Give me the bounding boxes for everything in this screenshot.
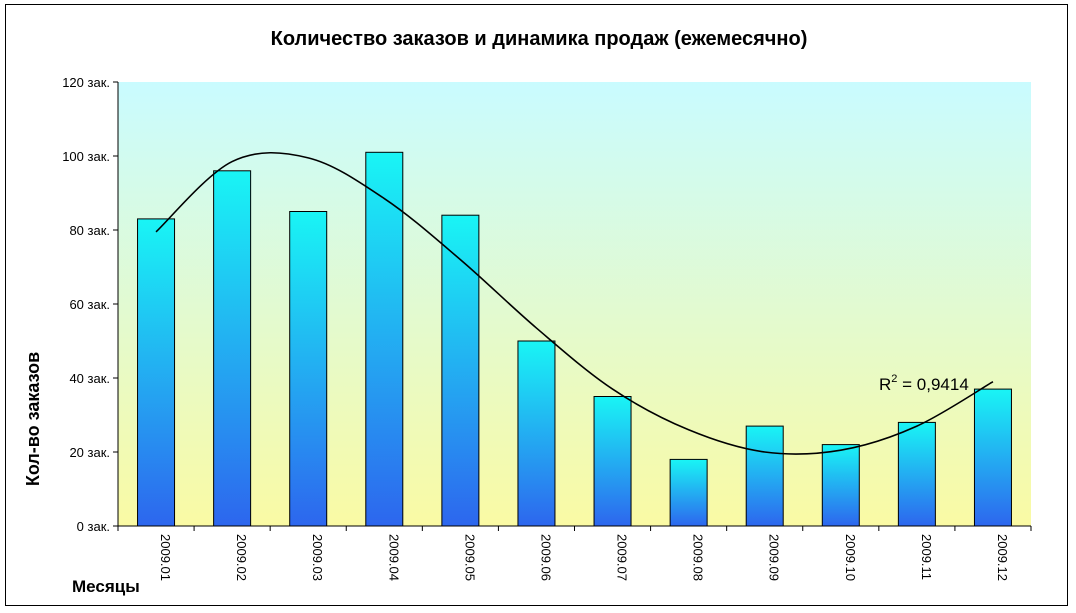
bar-2009.02 [213, 170, 252, 527]
x-axis-title: Месяцы [72, 577, 140, 596]
bar-2009.01 [137, 218, 176, 527]
y-tick-label: 80 зак. [69, 223, 110, 238]
x-tick-label: 2009.09 [767, 534, 782, 581]
x-tick-label: 2009.04 [386, 534, 401, 581]
r-squared-r: R [879, 375, 891, 394]
x-tick-label: 2009.12 [995, 534, 1010, 581]
bar-2009.06 [517, 340, 556, 527]
bar-2009.11 [897, 421, 936, 527]
x-tick-label: 2009.08 [691, 534, 706, 581]
r-squared-value: = 0,9414 [897, 375, 968, 394]
y-tick-label: 40 зак. [69, 371, 110, 386]
x-tick-label: 2009.02 [234, 534, 249, 581]
y-tick-label: 120 зак. [62, 75, 110, 90]
y-tick-label: 0 зак. [77, 519, 110, 534]
trendline [155, 151, 994, 455]
bar-2009.12 [973, 388, 1012, 527]
bar-2009.10 [821, 444, 860, 527]
r-squared-exponent: 2 [891, 373, 897, 385]
chart-title: Количество заказов и динамика продаж (еж… [271, 28, 808, 50]
bar-2009.04 [365, 151, 404, 527]
x-tick-label: 2009.01 [158, 534, 173, 581]
r-squared-label: R2 = 0,9414 [879, 373, 969, 394]
x-tick-label: 2009.10 [843, 534, 858, 581]
x-tick-label: 2009.03 [310, 534, 325, 581]
y-tick-label: 60 зак. [69, 297, 110, 312]
bar-series [137, 151, 1012, 527]
y-axis-title: Кол-во заказов [23, 352, 43, 486]
x-tick-label: 2009.05 [462, 534, 477, 581]
x-tick-label: 2009.11 [919, 534, 934, 580]
y-tick-label: 100 зак. [62, 149, 110, 164]
x-tick-label: 2009.06 [538, 534, 553, 581]
bar-2009.03 [289, 211, 328, 527]
bar-2009.05 [441, 214, 480, 527]
bar-2009.07 [593, 396, 632, 527]
chart-frame: Количество заказов и динамика продаж (еж… [5, 4, 1068, 606]
chart-svg: Количество заказов и динамика продаж (еж… [23, 28, 1032, 596]
y-ticks: 0 зак. 20 зак. 40 зак. 60 зак. 80 зак. 100 за… [62, 75, 118, 534]
x-ticks: 2009.01 2009.02 2009.03 2009.04 2009.05 2009.… [117, 526, 1032, 581]
bar-2009.09 [745, 425, 784, 527]
y-tick-label: 20 зак. [69, 445, 110, 460]
plot-area [118, 82, 1031, 526]
x-tick-label: 2009.07 [615, 534, 630, 581]
bar-2009.08 [669, 458, 708, 527]
